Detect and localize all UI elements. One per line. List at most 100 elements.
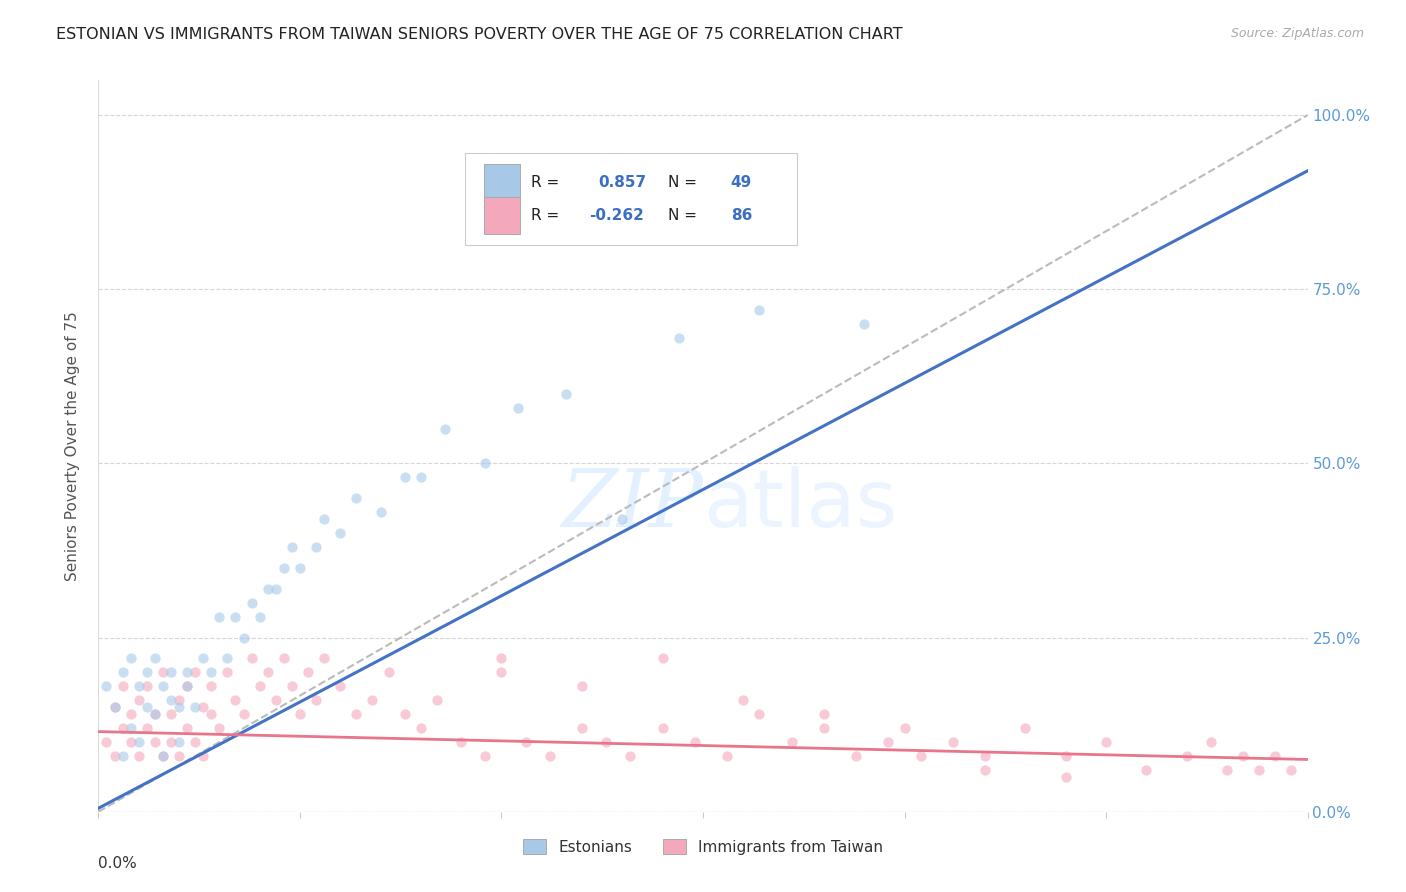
Point: [120, 721, 142, 735]
Point: [344, 491, 367, 506]
Point: [305, 540, 328, 554]
Point: [217, 651, 239, 665]
Point: [877, 735, 900, 749]
Point: [813, 707, 835, 722]
Point: [1199, 735, 1222, 749]
Point: [683, 735, 706, 749]
Point: [288, 561, 311, 575]
Text: 86: 86: [731, 208, 752, 223]
Point: [160, 735, 183, 749]
Point: [111, 665, 134, 680]
Text: 0.0%: 0.0%: [98, 855, 138, 871]
Point: [135, 679, 157, 693]
Point: [845, 749, 868, 764]
Point: [208, 609, 231, 624]
Point: [910, 749, 932, 764]
Point: [853, 317, 876, 331]
Text: N =: N =: [668, 208, 702, 223]
Point: [232, 707, 254, 722]
Y-axis label: Seniors Poverty Over the Age of 75: Seniors Poverty Over the Age of 75: [65, 311, 80, 581]
Point: [974, 763, 997, 777]
FancyBboxPatch shape: [484, 197, 520, 234]
Point: [160, 693, 183, 707]
Point: [120, 651, 142, 665]
Text: 0.857: 0.857: [598, 175, 645, 190]
Point: [1281, 763, 1303, 777]
Point: [409, 721, 432, 735]
Point: [1135, 763, 1157, 777]
Point: [193, 700, 215, 714]
Point: [491, 665, 513, 680]
Point: [612, 512, 634, 526]
Point: [176, 721, 198, 735]
Point: [240, 651, 263, 665]
Point: [135, 721, 157, 735]
Point: [167, 749, 190, 764]
Text: Source: ZipAtlas.com: Source: ZipAtlas.com: [1230, 27, 1364, 40]
Point: [288, 707, 311, 722]
FancyBboxPatch shape: [465, 153, 797, 244]
Text: 49: 49: [731, 175, 752, 190]
Point: [571, 679, 593, 693]
Text: N =: N =: [668, 175, 702, 190]
Point: [120, 735, 142, 749]
Point: [780, 735, 803, 749]
Point: [305, 693, 328, 707]
Point: [974, 749, 997, 764]
Point: [152, 679, 174, 693]
Point: [409, 470, 432, 484]
Point: [555, 386, 578, 401]
Point: [394, 470, 416, 484]
Point: [813, 721, 835, 735]
Point: [297, 665, 319, 680]
Point: [264, 582, 287, 596]
Legend: Estonians, Immigrants from Taiwan: Estonians, Immigrants from Taiwan: [516, 832, 890, 863]
Point: [942, 735, 965, 749]
Point: [167, 735, 190, 749]
Point: [1216, 763, 1239, 777]
Point: [506, 401, 529, 415]
Point: [474, 457, 496, 471]
Text: atlas: atlas: [703, 466, 897, 543]
Point: [200, 707, 222, 722]
Point: [135, 700, 157, 714]
Point: [193, 749, 215, 764]
Point: [1175, 749, 1198, 764]
Point: [450, 735, 472, 749]
Point: [167, 693, 190, 707]
Point: [281, 679, 304, 693]
Point: [394, 707, 416, 722]
Point: [152, 665, 174, 680]
Point: [314, 512, 336, 526]
Point: [135, 665, 157, 680]
Point: [595, 735, 617, 749]
Point: [619, 749, 641, 764]
Point: [128, 735, 150, 749]
Point: [143, 735, 166, 749]
Point: [668, 331, 690, 345]
Point: [249, 609, 271, 624]
Point: [160, 707, 183, 722]
Point: [176, 679, 198, 693]
Point: [193, 651, 215, 665]
Point: [128, 749, 150, 764]
Point: [748, 303, 770, 318]
Point: [1249, 763, 1271, 777]
Text: R =: R =: [531, 175, 564, 190]
Point: [167, 700, 190, 714]
Point: [377, 665, 399, 680]
Point: [160, 665, 183, 680]
Point: [361, 693, 384, 707]
Point: [538, 749, 561, 764]
Point: [426, 693, 449, 707]
Point: [103, 700, 125, 714]
Point: [515, 735, 537, 749]
Point: [273, 651, 295, 665]
Point: [232, 631, 254, 645]
Point: [224, 693, 246, 707]
Point: [1054, 770, 1077, 784]
Text: R =: R =: [531, 208, 564, 223]
Point: [314, 651, 336, 665]
Point: [96, 679, 118, 693]
Point: [200, 679, 222, 693]
